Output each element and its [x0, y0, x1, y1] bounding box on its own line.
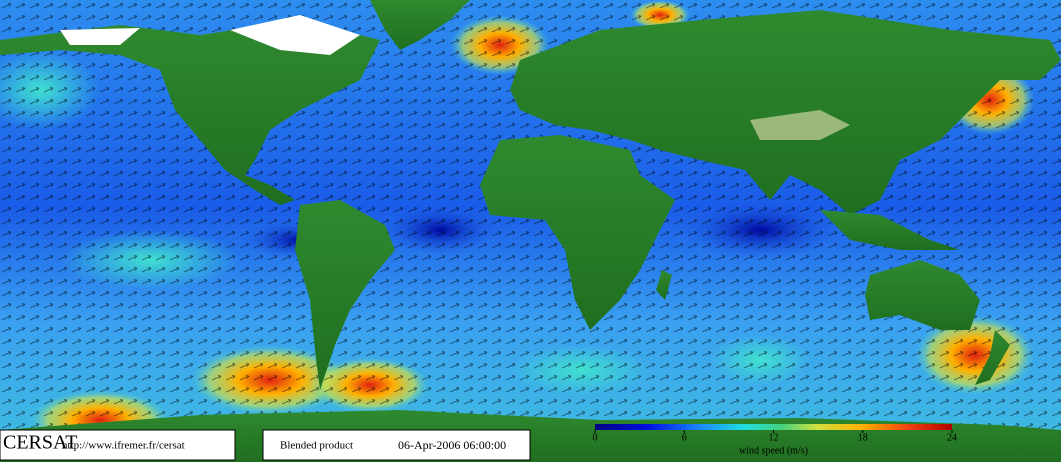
colorbar-tick-label: 0	[593, 432, 598, 443]
logo-box	[0, 429, 236, 461]
product: Blended product	[280, 440, 353, 452]
colorbar-label: wind speed (m/s)	[739, 445, 808, 456]
url: http://www.ifremer.fr/cersat	[62, 440, 185, 452]
colorbar: 0 6 12 18 24 wind speed (m/s)	[593, 424, 957, 456]
info-box	[262, 429, 531, 461]
colorbar-gradient	[595, 424, 952, 430]
colorbar-tick-label: 12	[769, 432, 779, 443]
ice	[60, 15, 360, 55]
footer: CERSAT http://www.ifremer.fr/cersat Blen…	[0, 429, 531, 461]
colorbar-tick-label: 6	[682, 432, 687, 443]
colorbar-tick-label: 24	[947, 432, 957, 443]
colorbar-tick-label: 18	[858, 432, 868, 443]
date: 06-Apr-2006 06:00:00	[398, 438, 506, 452]
plateau	[750, 110, 850, 140]
logo: CERSAT	[3, 432, 77, 454]
